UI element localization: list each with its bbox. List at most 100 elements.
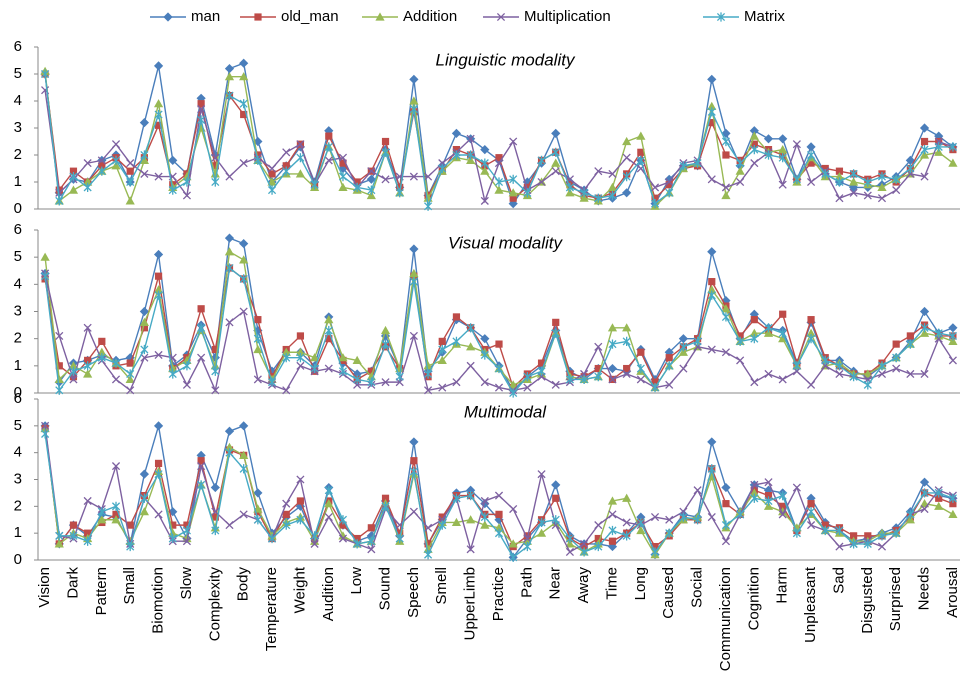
panel-title: Visual modality — [448, 233, 564, 252]
marker — [905, 155, 915, 165]
marker — [594, 534, 602, 543]
marker — [125, 374, 135, 384]
marker — [849, 539, 858, 549]
marker — [622, 172, 631, 182]
x-tick-label: Cognition — [745, 567, 762, 630]
marker — [849, 169, 858, 179]
marker — [948, 158, 958, 167]
marker — [367, 367, 375, 375]
marker — [466, 342, 476, 351]
marker — [211, 386, 220, 395]
marker — [920, 504, 929, 514]
marker — [324, 364, 333, 373]
marker — [211, 345, 219, 354]
marker — [594, 372, 603, 382]
marker — [608, 375, 617, 384]
marker — [763, 328, 774, 337]
marker — [778, 491, 787, 501]
marker — [197, 305, 205, 313]
marker — [282, 162, 290, 170]
x-tick-label: Unpleasant — [802, 566, 819, 643]
marker — [111, 161, 121, 170]
marker — [197, 457, 205, 465]
y-tick-label: 6 — [14, 221, 22, 238]
marker — [905, 515, 915, 524]
marker — [366, 531, 376, 541]
marker — [268, 170, 276, 178]
marker — [763, 501, 774, 510]
marker — [763, 134, 774, 144]
marker — [565, 547, 574, 557]
marker — [494, 159, 504, 168]
marker — [366, 190, 376, 200]
marker — [721, 128, 731, 138]
marker — [622, 518, 631, 527]
marker — [707, 464, 716, 474]
x-tick-label: Practice — [490, 567, 507, 621]
marker — [863, 191, 872, 200]
marker — [650, 382, 660, 393]
marker — [54, 374, 64, 384]
marker — [480, 512, 489, 522]
marker — [452, 493, 461, 503]
marker — [693, 515, 702, 525]
marker — [707, 74, 717, 84]
marker — [126, 541, 135, 552]
marker — [267, 533, 277, 544]
marker — [537, 470, 546, 479]
marker — [182, 177, 191, 187]
marker — [594, 342, 603, 351]
marker — [835, 194, 844, 203]
marker — [367, 185, 376, 195]
marker — [906, 509, 915, 519]
x-tick-label: Low — [348, 567, 365, 595]
marker — [139, 469, 149, 479]
marker — [452, 378, 461, 387]
marker — [126, 386, 135, 395]
marker — [807, 380, 816, 389]
marker — [508, 539, 518, 548]
marker — [650, 547, 660, 557]
marker — [495, 154, 503, 162]
marker — [339, 521, 347, 529]
marker — [380, 325, 391, 335]
marker — [877, 531, 887, 541]
marker — [877, 172, 887, 182]
marker — [111, 501, 121, 511]
marker — [69, 167, 78, 175]
marker — [168, 155, 178, 165]
marker — [919, 150, 930, 159]
marker — [169, 521, 177, 529]
marker — [551, 480, 561, 490]
marker — [139, 306, 149, 317]
marker — [211, 513, 219, 521]
marker — [650, 513, 660, 522]
marker — [225, 172, 234, 181]
marker — [849, 177, 859, 186]
marker — [750, 480, 759, 489]
legend-marker — [375, 12, 385, 21]
marker — [381, 137, 390, 146]
marker — [835, 369, 844, 379]
marker — [367, 545, 376, 554]
marker — [282, 386, 291, 395]
marker — [636, 375, 645, 384]
marker — [623, 364, 631, 373]
marker — [239, 238, 249, 249]
marker — [764, 478, 773, 487]
marker — [537, 155, 546, 165]
marker — [552, 318, 560, 326]
marker — [721, 304, 731, 313]
y-tick-label: 6 — [14, 38, 22, 55]
marker — [83, 159, 92, 168]
marker — [636, 512, 646, 522]
marker — [197, 353, 206, 362]
marker — [40, 252, 50, 261]
marker — [367, 524, 375, 532]
marker — [69, 531, 78, 541]
marker — [183, 521, 191, 529]
marker — [764, 496, 773, 506]
marker — [495, 340, 503, 348]
marker — [863, 177, 872, 187]
